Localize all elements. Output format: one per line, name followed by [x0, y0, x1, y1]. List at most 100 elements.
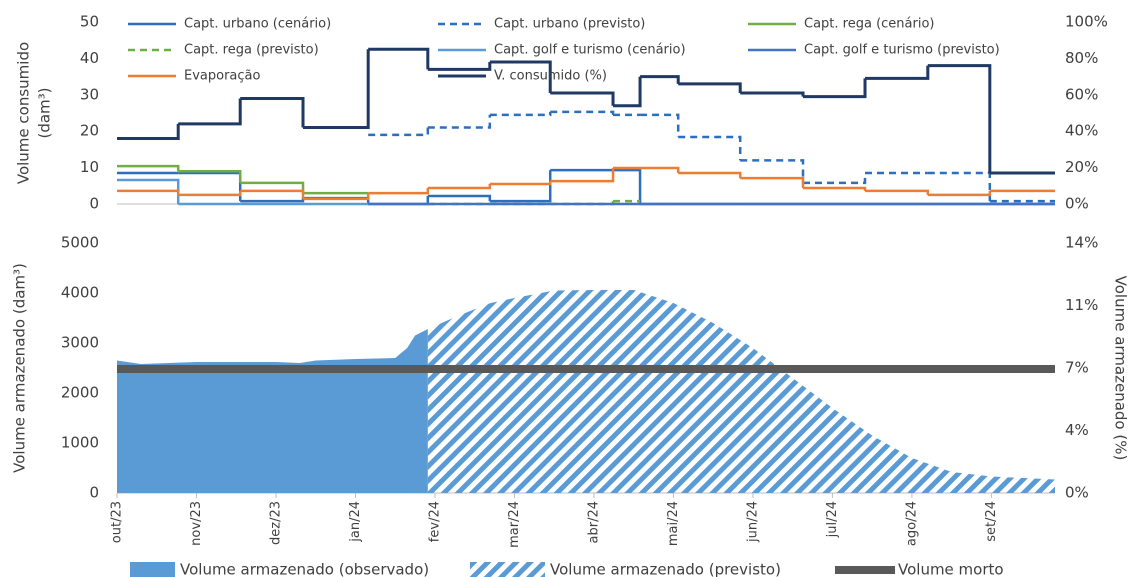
y2-tick-label: 0%	[1065, 484, 1089, 502]
x-tick-label: fev/24	[427, 501, 442, 542]
step-line	[117, 123, 180, 140]
step-line	[368, 187, 430, 195]
step-line	[678, 135, 742, 161]
step-line	[640, 113, 680, 138]
step-line	[740, 159, 805, 183]
step-line	[240, 189, 305, 199]
x-tick-label: mai/24	[666, 501, 681, 546]
legend-label: Volume morto	[898, 561, 1004, 577]
area	[117, 329, 428, 493]
y-tick-label: 50	[80, 13, 99, 31]
step-line	[678, 82, 742, 93]
step-line	[178, 169, 242, 183]
step-line	[927, 171, 992, 202]
step-line	[740, 176, 805, 188]
step-line	[427, 194, 492, 202]
step-line	[740, 91, 805, 97]
step-line	[368, 127, 430, 137]
y-tick-label: 5000	[61, 234, 99, 252]
step-line	[178, 190, 242, 197]
y2-tick-label: 11%	[1065, 296, 1098, 314]
step-line	[550, 91, 615, 106]
step-line	[640, 166, 680, 174]
legend-label: Volume armazenado (observado)	[180, 561, 429, 577]
y-tick-label: 4000	[61, 284, 99, 302]
step-line	[678, 171, 742, 179]
y2-tick-label: 20%	[1065, 158, 1098, 176]
step-line	[927, 190, 992, 197]
legend-label: Evaporação	[184, 69, 261, 84]
legend-label: Capt. rega (previsto)	[184, 43, 319, 58]
step-line	[803, 78, 867, 99]
step-line	[489, 170, 552, 203]
legend-label: Volume armazenado (previsto)	[550, 561, 781, 577]
step-line	[240, 198, 305, 203]
step-line	[550, 110, 615, 115]
x-tick-label: set/24	[984, 501, 999, 542]
legend-swatch	[130, 562, 175, 577]
step-line	[640, 75, 680, 84]
step-line	[427, 183, 492, 190]
step-line	[803, 186, 867, 191]
x-tick-label: nov/23	[189, 501, 204, 546]
x-tick-label: mar/24	[507, 501, 522, 548]
y-tick-label: 2000	[61, 384, 99, 402]
y-tick-label: 0	[89, 484, 99, 502]
step-line	[489, 181, 552, 186]
step-line	[927, 64, 992, 174]
legend-label: Capt. golf e turismo (cenário)	[494, 43, 686, 58]
step-line	[865, 189, 930, 195]
step-line	[178, 98, 242, 126]
x-tick-label: jul/24	[825, 501, 840, 538]
y2-tick-label: 80%	[1065, 49, 1098, 67]
y-axis-title: Volume armazenado (dam³)	[11, 263, 29, 473]
y-tick-label: 30	[80, 85, 99, 103]
legend-label: Capt. urbano (previsto)	[494, 17, 645, 32]
step-line	[427, 114, 492, 129]
y2-tick-label: 100%	[1065, 13, 1108, 31]
y-tick-label: 20	[80, 122, 99, 140]
step-line	[117, 178, 180, 204]
y2-tick-label: 0%	[1065, 195, 1089, 213]
y2-axis-title: Volume armazenado (%)	[1112, 276, 1130, 461]
step-line	[117, 189, 180, 195]
x-tick-label: dez/23	[268, 501, 283, 545]
y-axis-title: (dam³)	[36, 87, 54, 138]
x-tick-label: jan/24	[348, 501, 363, 543]
step-line	[427, 62, 492, 71]
step-line	[489, 60, 552, 93]
step-line	[803, 173, 867, 185]
y2-tick-label: 7%	[1065, 359, 1089, 377]
y-tick-label: 0	[89, 195, 99, 213]
legend-swatch	[470, 562, 545, 577]
x-tick-label: out/23	[110, 501, 125, 543]
y2-tick-label: 14%	[1065, 234, 1098, 252]
legend-label: Capt. golf e turismo (previsto)	[804, 43, 1000, 58]
legend-label: Capt. urbano (cenário)	[184, 17, 331, 32]
y-tick-label: 40	[80, 49, 99, 67]
step-line	[550, 167, 615, 183]
x-tick-label: ago/24	[904, 501, 919, 546]
step-line	[865, 65, 930, 80]
y2-tick-label: 40%	[1065, 122, 1098, 140]
y-tick-label: 3000	[61, 334, 99, 352]
step-line	[489, 111, 552, 117]
x-tick-label: abr/24	[586, 501, 601, 544]
legend-label: Capt. rega (cenário)	[804, 17, 934, 32]
step-line	[117, 164, 180, 172]
legend-label: V. consumido (%)	[494, 69, 607, 84]
y-tick-label: 10	[80, 158, 99, 176]
step-line	[613, 76, 642, 108]
y-tick-label: 1000	[61, 434, 99, 452]
step-line	[303, 49, 370, 130]
x-tick-label: jun/24	[745, 501, 760, 543]
step-line	[178, 171, 242, 202]
step-line	[240, 96, 305, 128]
step-line	[368, 47, 430, 70]
step-line	[613, 168, 642, 204]
y-axis-title: Volume consumido	[15, 42, 33, 184]
y2-tick-label: 4%	[1065, 421, 1089, 439]
area	[427, 290, 1055, 493]
step-line	[303, 193, 370, 201]
